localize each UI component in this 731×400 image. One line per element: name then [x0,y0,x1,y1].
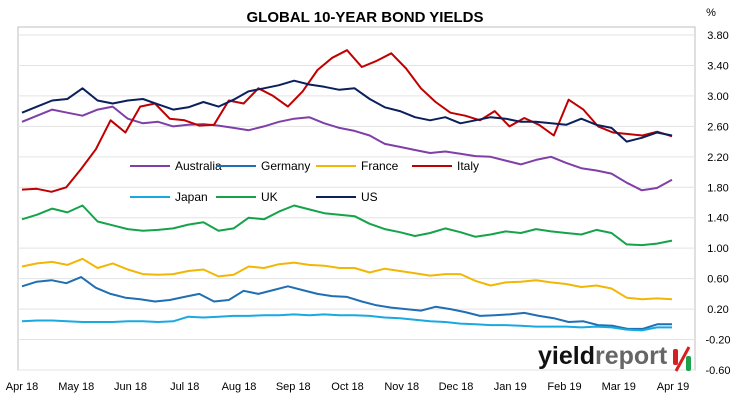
legend-label-japan: Japan [175,190,208,204]
x-tick-label: Nov 18 [384,381,419,393]
plot-area-frame [17,26,696,371]
y-tick-label: 2.60 [707,121,728,133]
series-line-australia [21,105,673,192]
series-line-france [21,257,673,301]
x-tick-label: Sep 18 [276,381,311,393]
logo-wordmark: yieldreport [538,342,668,370]
percent-slash-icon [674,346,691,372]
yieldreport-logo: yieldreport [538,342,691,372]
y-tick-label: 3.80 [707,30,728,42]
y-axis-ticks: 3.80 3.40 3.00 2.60 2.20 1.80 1.40 1.00 0.60 0.20… [705,30,730,377]
x-tick-label: Apr 19 [657,381,689,393]
legend-label-australia: Australia [175,159,222,173]
y-tick-label: 0.20 [707,304,728,316]
y-axis-unit: % [706,7,716,19]
y-tick-label: -0.20 [705,335,730,347]
chart-title: GLOBAL 10-YEAR BOND YIELDS [247,9,484,26]
y-tick-label: -0.60 [705,365,730,377]
x-tick-label: Jun 18 [114,381,147,393]
x-tick-label: Mar 19 [602,381,636,393]
y-tick-label: 1.00 [707,243,728,255]
percent-logo-icon [673,346,691,372]
legend: Australia Germany France Italy Japan UK … [130,159,479,204]
series-line-uk [21,204,673,247]
x-tick-label: Dec 18 [439,381,474,393]
x-axis-ticks: Apr 18 May 18 Jun 18 Jul 18 Aug 18 Sep 18 Oct … [6,381,689,393]
y-tick-label: 0.60 [707,274,728,286]
series-line-us [21,79,673,143]
logo-word-yield: yield [538,342,595,370]
x-tick-label: Apr 18 [6,381,38,393]
percent-top-dot-icon [673,349,678,365]
series-line-germany [21,276,672,330]
series-line-italy [21,49,673,193]
x-tick-label: Aug 18 [222,381,257,393]
y-tick-label: 3.40 [707,60,728,72]
x-tick-label: Jul 18 [170,381,199,393]
y-tick-label: 3.00 [707,91,728,103]
legend-label-france: France [361,159,399,173]
x-tick-label: Oct 18 [331,381,363,393]
legend-label-uk: UK [261,190,278,204]
y-tick-label: 2.20 [707,152,728,164]
percent-bottom-dot-icon [686,356,691,371]
x-tick-label: Jan 19 [494,381,527,393]
x-tick-label: Feb 19 [547,381,581,393]
x-tick-label: May 18 [58,381,94,393]
gridlines [18,34,695,371]
legend-label-us: US [361,190,378,204]
y-tick-label: 1.40 [707,213,728,225]
legend-label-germany: Germany [261,159,310,173]
series-lines [21,49,673,332]
logo-word-report: report [595,342,668,370]
legend-label-italy: Italy [457,159,479,173]
series-line-japan [21,313,672,332]
y-tick-label: 1.80 [707,182,728,194]
